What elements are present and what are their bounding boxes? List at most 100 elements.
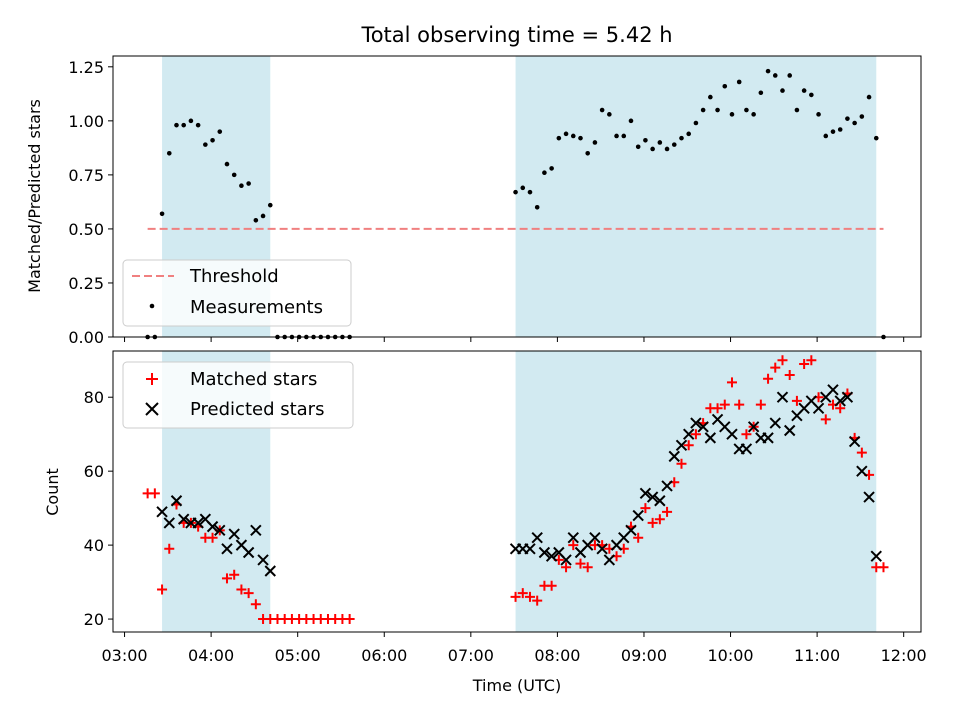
predicted-star-point <box>697 421 709 433</box>
x-tick-label: 09:00 <box>621 646 667 665</box>
count-points <box>142 355 889 625</box>
matched-star-point <box>229 569 240 580</box>
measurement-point <box>570 133 576 139</box>
measurement-point <box>686 131 691 137</box>
matched-star-point <box>582 562 593 573</box>
measurement-point <box>592 140 598 145</box>
measurement-point <box>693 120 699 126</box>
count-y-axis-label: Count <box>43 468 62 516</box>
matched-star-point <box>734 399 745 410</box>
predicted-legend-swatch <box>145 402 159 416</box>
matched-star-point <box>647 517 658 528</box>
measurement-point <box>621 133 627 139</box>
measurement-point <box>181 122 186 128</box>
predicted-star-point <box>812 402 825 415</box>
ratio-panel: 0.00 0.25 0.50 0.75 1.00 1.25 Total observing… <box>25 23 922 347</box>
predicted-star-point <box>726 428 738 440</box>
matched-star-point <box>517 588 528 599</box>
predicted-star-point <box>661 480 673 492</box>
predicted-star-point <box>250 524 262 537</box>
measurement-point <box>744 107 749 113</box>
ratio-y-ticks: 0.00 0.25 0.50 0.75 1.00 1.25 <box>68 58 113 347</box>
predicted-star-point <box>762 432 774 444</box>
matched-star-point <box>712 403 723 414</box>
x-tick-label: 10:00 <box>707 646 753 665</box>
measurement-point <box>873 135 879 141</box>
measurement-point <box>231 172 237 178</box>
measurement-point <box>217 129 223 134</box>
predicted-star-point <box>596 543 608 555</box>
predicted-star-point <box>560 554 572 566</box>
matched-star-point <box>755 399 766 410</box>
matched-star-point <box>799 358 810 369</box>
predicted-star-point <box>538 546 551 559</box>
measurement-point <box>527 189 533 195</box>
matched-star-point <box>878 562 889 573</box>
measurement-point <box>224 161 230 167</box>
measurement-point <box>585 150 590 156</box>
measurement-point <box>195 122 201 128</box>
measurement-point <box>794 107 800 113</box>
matched-star-point <box>561 562 572 573</box>
predicted-star-point <box>740 443 753 455</box>
matched-star-point <box>524 591 535 602</box>
matched-star-point <box>149 488 160 499</box>
matched-star-point <box>835 403 846 414</box>
predicted-star-point <box>545 550 558 562</box>
y-tick-label: 1.00 <box>68 112 104 131</box>
measurement-point <box>599 107 605 113</box>
measurement-point <box>628 118 634 124</box>
y-tick-label: 0.75 <box>68 166 104 185</box>
predicted-star-point <box>163 517 175 529</box>
chart-title: Total observing time = 5.42 h <box>360 23 672 47</box>
measurement-point <box>715 107 720 113</box>
x-tick-label: 03:00 <box>101 646 147 665</box>
measurement-point <box>765 68 771 74</box>
measurement-point <box>852 120 857 126</box>
measurement-point <box>174 122 179 128</box>
x-tick-label: 05:00 <box>275 646 321 665</box>
count-y-ticks: 20 40 60 80 <box>84 388 113 629</box>
x-tick-label: 08:00 <box>534 646 580 665</box>
predicted-star-point <box>567 532 579 544</box>
measurement-point <box>816 112 821 117</box>
predicted-star-point <box>170 495 183 507</box>
matched-legend-label: Matched stars <box>190 369 317 390</box>
measurement-point <box>253 217 259 223</box>
measurement-point <box>830 129 836 134</box>
measurement-point <box>239 183 244 188</box>
observing-interval-band <box>515 56 877 337</box>
measurement-point <box>267 202 273 208</box>
matched-star-point <box>719 399 730 410</box>
predicted-star-point <box>206 520 219 533</box>
measurement-point <box>700 107 706 113</box>
predicted-star-point <box>156 506 168 518</box>
matched-star-point <box>633 532 644 543</box>
matched-star-point <box>690 429 701 440</box>
predicted-star-point <box>690 417 702 429</box>
matched-star-point <box>856 447 867 458</box>
predicted-star-point <box>841 391 854 403</box>
matched-star-point <box>676 458 687 469</box>
ratio-plot-frame <box>112 55 922 338</box>
predicted-star-point <box>625 524 637 537</box>
measurement-point <box>866 94 872 100</box>
matched-star-point <box>640 503 651 514</box>
measurement-point <box>635 144 641 150</box>
measurement-point <box>736 79 742 85</box>
measurement-point <box>520 185 526 191</box>
predicted-star-point <box>639 487 652 500</box>
measurement-point <box>845 116 850 121</box>
predicted-star-point <box>682 428 695 440</box>
predicted-star-point <box>228 528 240 540</box>
measurement-points <box>145 68 886 340</box>
measurement-point <box>549 166 554 171</box>
ratio-y-axis-label: Matched/Predicted stars <box>25 99 44 293</box>
predicted-star-point <box>221 543 233 555</box>
predicted-star-point <box>654 495 666 507</box>
measurement-point <box>650 146 655 152</box>
x-tick-label: 12:00 <box>881 646 927 665</box>
matched-star-point <box>250 599 261 610</box>
y-tick-label: 0.25 <box>68 274 104 293</box>
